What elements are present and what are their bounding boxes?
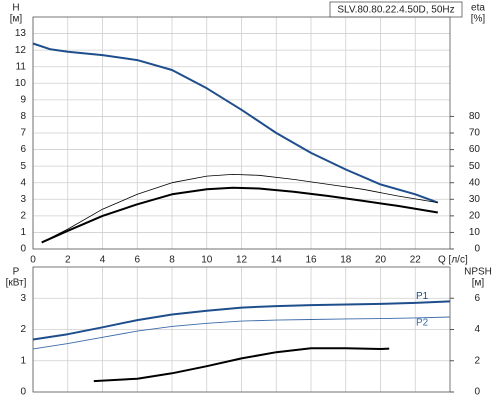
y2-axis-label: NPSH: [464, 267, 492, 278]
y-tick-label: 2: [20, 324, 26, 335]
x-tick-label: 2: [65, 255, 71, 266]
curve: [32, 316, 451, 350]
plot-frame: [32, 266, 451, 393]
x-tick-label: 8: [169, 255, 175, 266]
series-label: P2: [416, 318, 429, 329]
x-tick-label: 4: [100, 255, 106, 266]
y-tick-label: 13: [15, 28, 27, 39]
x-tick-label: 6: [134, 255, 140, 266]
y2-tick-label: 30: [469, 194, 481, 205]
x-tick-label: 18: [340, 255, 352, 266]
y-tick-label: 5: [20, 161, 26, 172]
curve: [41, 186, 438, 244]
x-axis-label: Q [л/с]: [438, 255, 468, 266]
y2-tick-label: 0: [474, 387, 480, 398]
x-tick-label: 16: [305, 255, 317, 266]
x-tick-label: 12: [236, 255, 248, 266]
y2-tick-label: 20: [469, 210, 481, 221]
y2-tick-label: 10: [469, 227, 481, 238]
y2-tick-label: 2: [474, 355, 480, 366]
y-tick-label: 3: [20, 194, 26, 205]
y-tick-label: 11: [16, 61, 27, 72]
y-tick-label: 8: [20, 111, 26, 122]
y-tick-label: 9: [20, 94, 26, 105]
y2-tick-label: 50: [469, 161, 481, 172]
y-tick-label: 7: [20, 128, 26, 139]
y-tick-label: 6: [20, 144, 26, 155]
y-tick-label: 1: [20, 227, 26, 238]
y2-axis-unit: [%]: [471, 14, 486, 25]
x-tick-label: 20: [375, 255, 387, 266]
y-tick-label: 4: [20, 177, 26, 188]
y-axis-unit: [м]: [10, 14, 23, 25]
chart-title: SLV.80.80.22.4.50D, 50Hz: [337, 5, 454, 16]
y2-tick-label: 60: [469, 144, 481, 155]
curve: [32, 300, 451, 341]
y2-tick-label: 6: [474, 293, 480, 304]
x-tick-label: 14: [271, 255, 283, 266]
y-tick-label: 12: [15, 45, 27, 56]
y-tick-label: 2: [20, 210, 26, 221]
y2-tick-label: 70: [469, 128, 481, 139]
y-axis-label: H: [12, 3, 19, 14]
curve: [32, 42, 439, 204]
y-tick-label: 0: [20, 244, 26, 255]
y-tick-label: 1: [20, 355, 26, 366]
y2-axis-unit: [м]: [472, 278, 485, 289]
y2-tick-label: 4: [474, 324, 480, 335]
y2-tick-label: 40: [469, 177, 481, 188]
x-tick-label: 22: [410, 255, 422, 266]
curve: [41, 174, 438, 243]
y-axis-label: P: [13, 267, 20, 278]
y-axis-unit: [кВт]: [6, 278, 27, 289]
x-tick-label: 10: [201, 255, 213, 266]
x-tick-label: 0: [30, 255, 36, 266]
y2-axis-label: eta: [471, 3, 485, 14]
series-label: P1: [416, 291, 429, 302]
y-tick-label: 3: [20, 293, 26, 304]
curve: [93, 347, 390, 383]
y2-tick-label: 80: [469, 111, 481, 122]
y-tick-label: 10: [15, 78, 27, 89]
plot-frame: [32, 16, 451, 250]
y-tick-label: 0: [20, 387, 26, 398]
y2-tick-label: 0: [474, 244, 480, 255]
